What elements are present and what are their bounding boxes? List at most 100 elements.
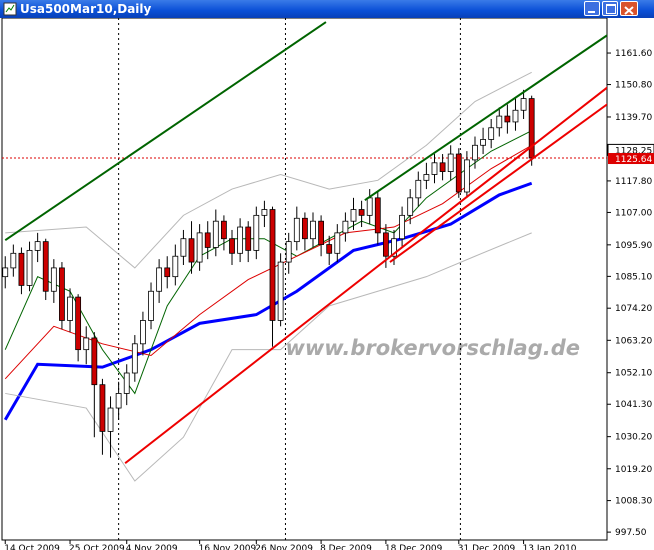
candle-body [75, 296, 82, 351]
candle-body [496, 115, 503, 129]
candle-body [293, 217, 300, 243]
candle-body [366, 197, 373, 216]
candle-body [391, 238, 397, 257]
y-tick-label: 1150.80 [615, 81, 652, 91]
candle-body [26, 249, 33, 286]
candle-body [285, 241, 292, 263]
window-icon [3, 2, 17, 16]
candle-body [18, 252, 25, 286]
candle-body [99, 384, 106, 432]
candle-body [480, 139, 486, 146]
candle-body [455, 153, 462, 193]
x-tick-label: 16 Nov 2009 [199, 544, 257, 550]
title-bar: Usa500Mar10,Daily [0, 0, 654, 18]
x-tick-label: 4 Nov 2009 [126, 544, 178, 550]
candle-body [123, 372, 130, 394]
candle-body [131, 343, 138, 374]
candle-body [229, 238, 235, 254]
candle-body [172, 255, 179, 278]
candle-body [463, 159, 470, 193]
candle-body [261, 209, 268, 216]
close-icon [624, 6, 634, 15]
candle-body [107, 407, 114, 432]
candle-body [140, 320, 146, 345]
candle-body [204, 232, 211, 248]
close-button[interactable] [620, 1, 638, 16]
candle-body [269, 209, 276, 321]
candle-body [342, 220, 349, 234]
x-tick-label: 8 Dec 2009 [320, 544, 372, 550]
candle-body [164, 267, 171, 278]
trend-line [364, 34, 607, 202]
y-tick-label: 1161.60 [615, 49, 652, 59]
y-tick-label: 1041.30 [615, 400, 652, 410]
candle-body [407, 197, 414, 216]
candle-body [91, 337, 98, 386]
candle-body [504, 115, 511, 123]
candle-body [423, 174, 430, 181]
candle-body [2, 267, 9, 278]
y-tick-label: 1030.20 [615, 433, 652, 443]
indicator-line [5, 71, 532, 269]
candle-body [10, 252, 17, 269]
candle-body [431, 162, 438, 175]
candle-body [310, 220, 316, 240]
y-tick-label: 1085.10 [615, 272, 652, 282]
candle-body [447, 153, 454, 172]
y-tick-label: 1019.20 [615, 465, 652, 475]
candle-body [439, 162, 446, 172]
x-tick-label: 18 Dec 2009 [385, 544, 443, 550]
x-tick-label: 25 Oct 2009 [69, 544, 125, 550]
y-tick-label: 1074.20 [615, 304, 652, 314]
candle-body [237, 226, 244, 254]
candle-body [245, 226, 252, 251]
x-tick-label: 26 Nov 2009 [255, 544, 313, 550]
ask-label: 1128.25 [615, 146, 652, 156]
candle-body [326, 244, 333, 254]
y-tick-label: 1008.30 [615, 497, 652, 507]
window-title: Usa500Mar10,Daily [20, 2, 152, 16]
candle-body [520, 98, 527, 111]
candle-body [156, 267, 163, 292]
candle-body [350, 209, 357, 222]
watermark: www.brokervorschlag.de [286, 336, 581, 360]
candle-body [302, 217, 308, 240]
candle-body [318, 220, 325, 245]
candle-body [374, 197, 381, 234]
candle-body [67, 296, 73, 321]
chart: www.brokervorschlag.de 997.50 1008.30 1019… [1, 18, 654, 550]
y-tick-label: 997.50 [615, 528, 647, 538]
candle-body [59, 267, 65, 321]
y-tick-label: 1139.70 [615, 113, 652, 123]
candle-body [196, 232, 203, 263]
trend-line [124, 86, 607, 465]
price-label-box [608, 153, 654, 165]
y-tick-label: 1052.10 [615, 369, 652, 379]
price-label: 1125.64 [615, 155, 652, 165]
candle-body [188, 238, 195, 263]
candle-body [277, 261, 284, 321]
candle-body [148, 290, 154, 321]
y-tick-label: 1117.80 [615, 177, 652, 187]
candle-body [50, 267, 57, 292]
y-tick-label: 1107.00 [615, 208, 652, 218]
y-tick-label: 1095.90 [615, 241, 652, 251]
maximize-button[interactable] [602, 1, 618, 16]
candle-body [415, 179, 422, 199]
candle-body [221, 220, 227, 240]
x-tick-label: 31 Dec 2009 [458, 544, 516, 550]
x-tick-label: 14 Oct 2009 [4, 544, 60, 550]
y-tick-label: 1063.20 [615, 336, 652, 346]
candle-body [382, 232, 389, 257]
minimize-button[interactable] [584, 1, 600, 16]
candle-body [34, 241, 41, 251]
candle-body [83, 337, 90, 351]
candle-body [528, 98, 535, 159]
candle-body [488, 127, 495, 140]
candle-body [115, 393, 122, 409]
indicator-line [4, 130, 532, 395]
trend-line [4, 21, 327, 241]
x-tick-label: 13 Jan 2010 [523, 544, 577, 550]
candle-body [253, 214, 260, 251]
